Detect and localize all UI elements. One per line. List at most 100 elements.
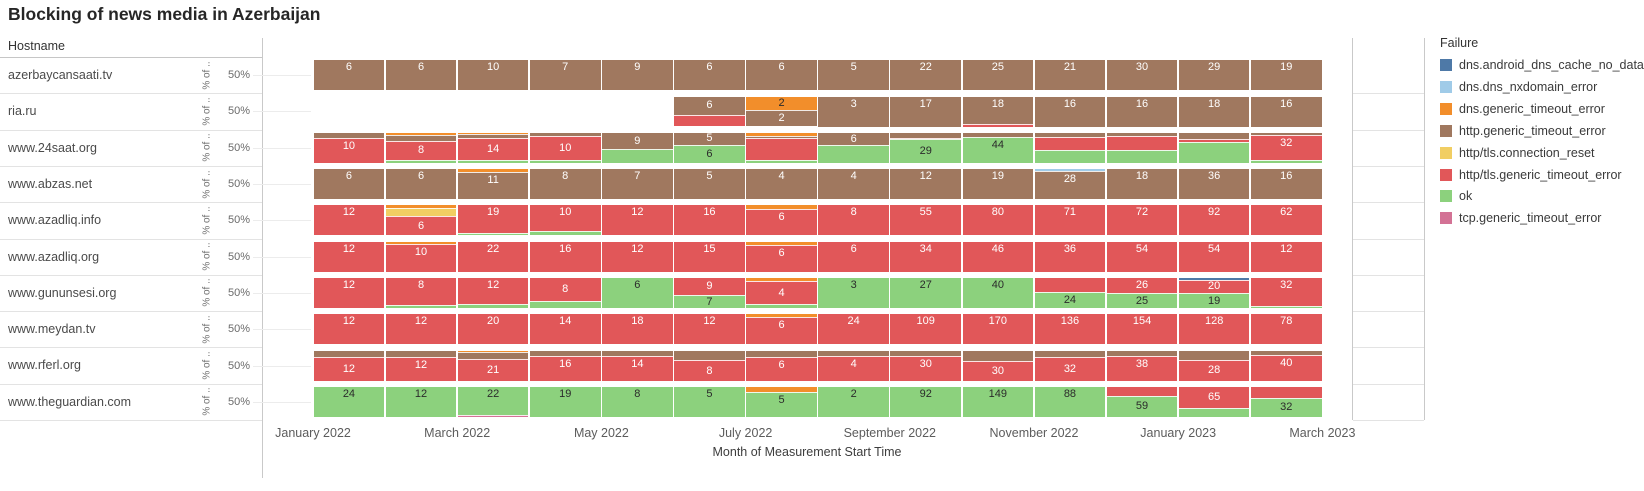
bar-segment[interactable]: 36 <box>1178 169 1250 200</box>
bar-segment[interactable]: 19 <box>529 386 601 417</box>
bar-segment[interactable] <box>1250 305 1322 308</box>
bar-segment[interactable] <box>746 205 817 209</box>
bar-segment[interactable] <box>1106 386 1178 396</box>
bar-segment[interactable]: 6 <box>313 169 385 200</box>
bar-segment[interactable]: 30 <box>890 355 962 381</box>
bar-segment[interactable]: 22 <box>890 60 962 91</box>
bar-segment[interactable]: 26 <box>1106 278 1178 293</box>
bar-segment[interactable] <box>1034 149 1106 163</box>
bar-segment[interactable]: 8 <box>529 278 601 301</box>
bar-segment[interactable] <box>890 350 962 356</box>
bar-segment[interactable] <box>1034 169 1106 172</box>
bar-segment[interactable] <box>1250 160 1322 163</box>
bar-segment[interactable]: 12 <box>602 241 673 272</box>
bar-segment[interactable] <box>313 132 385 139</box>
bar-segment[interactable] <box>457 352 529 359</box>
bar-segment[interactable] <box>1034 137 1106 150</box>
bar-segment[interactable]: 4 <box>818 355 889 381</box>
bar-segment[interactable]: 22 <box>457 386 529 416</box>
bar-segment[interactable] <box>962 350 1034 362</box>
bar-segment[interactable]: 12 <box>890 169 962 200</box>
bar-segment[interactable] <box>818 145 889 163</box>
bar-segment[interactable]: 18 <box>962 96 1034 124</box>
bar-segment[interactable] <box>1178 408 1250 417</box>
bar-segment[interactable] <box>457 132 529 134</box>
bar-segment[interactable] <box>602 149 673 163</box>
legend-item[interactable]: dns.dns_nxdomain_error <box>1440 79 1597 95</box>
bar-segment[interactable]: 40 <box>962 278 1034 308</box>
bar-segment[interactable] <box>313 350 385 358</box>
bar-segment[interactable]: 32 <box>1250 278 1322 306</box>
bar-segment[interactable] <box>1178 141 1250 163</box>
bar-segment[interactable]: 18 <box>602 314 673 345</box>
bar-segment[interactable] <box>962 132 1034 137</box>
bar-segment[interactable]: 88 <box>1034 386 1106 417</box>
bar-segment[interactable]: 29 <box>890 139 962 163</box>
bar-segment[interactable]: 92 <box>890 386 962 417</box>
bar-segment[interactable] <box>385 350 457 357</box>
bar-segment[interactable]: 25 <box>1106 293 1178 308</box>
bar-segment[interactable] <box>674 115 745 127</box>
bar-segment[interactable]: 24 <box>818 314 889 345</box>
bar-segment[interactable]: 18 <box>1178 96 1250 127</box>
bar-segment[interactable]: 6 <box>746 356 817 381</box>
bar-segment[interactable] <box>746 350 817 357</box>
bar-segment[interactable]: 3 <box>818 96 889 127</box>
bar-segment[interactable]: 8 <box>818 205 889 236</box>
bar-segment[interactable]: 55 <box>890 205 962 236</box>
bar-segment[interactable]: 14 <box>529 314 601 345</box>
bar-segment[interactable]: 9 <box>674 278 745 296</box>
bar-segment[interactable]: 6 <box>385 60 457 91</box>
bar-segment[interactable]: 12 <box>602 205 673 236</box>
bar-segment[interactable]: 12 <box>674 314 745 345</box>
bar-segment[interactable]: 6 <box>746 317 817 345</box>
bar-segment[interactable]: 6 <box>674 60 745 91</box>
bar-segment[interactable] <box>602 350 673 356</box>
bar-segment[interactable]: 16 <box>674 205 745 236</box>
bar-segment[interactable]: 154 <box>1106 314 1178 345</box>
bar-segment[interactable]: 30 <box>1106 60 1178 91</box>
bar-segment[interactable] <box>529 300 601 308</box>
bar-segment[interactable] <box>385 205 457 209</box>
bar-segment[interactable]: 7 <box>602 169 673 200</box>
bar-segment[interactable]: 92 <box>1178 205 1250 236</box>
bar-segment[interactable] <box>457 169 529 173</box>
bar-segment[interactable]: 30 <box>962 361 1034 381</box>
bar-segment[interactable]: 4 <box>818 169 889 200</box>
bar-segment[interactable]: 12 <box>313 357 385 381</box>
legend-item[interactable]: tcp.generic_timeout_error <box>1440 210 1601 226</box>
bar-segment[interactable]: 15 <box>674 241 745 272</box>
bar-segment[interactable]: 21 <box>1034 60 1106 91</box>
bar-segment[interactable]: 46 <box>962 241 1034 272</box>
bar-segment[interactable]: 22 <box>457 241 529 272</box>
bar-segment[interactable] <box>457 133 529 138</box>
bar-segment[interactable] <box>457 304 529 308</box>
bar-segment[interactable]: 6 <box>385 169 457 200</box>
bar-segment[interactable]: 10 <box>385 244 457 272</box>
bar-segment[interactable] <box>746 136 817 139</box>
bar-segment[interactable]: 40 <box>1250 354 1322 381</box>
bar-segment[interactable]: 16 <box>1106 96 1178 127</box>
bar-segment[interactable]: 62 <box>1250 205 1322 236</box>
bar-segment[interactable]: 9 <box>602 132 673 150</box>
bar-segment[interactable]: 16 <box>1034 96 1106 127</box>
bar-segment[interactable]: 19 <box>1250 60 1322 91</box>
bar-segment[interactable]: 12 <box>313 278 385 308</box>
bar-segment[interactable]: 5 <box>818 60 889 91</box>
bar-segment[interactable]: 72 <box>1106 205 1178 236</box>
bar-segment[interactable]: 7 <box>674 295 745 308</box>
bar-segment[interactable] <box>818 350 889 356</box>
bar-segment[interactable] <box>1106 350 1178 356</box>
bar-segment[interactable]: 6 <box>818 132 889 146</box>
bar-segment[interactable]: 6 <box>602 278 673 308</box>
bar-segment[interactable]: 27 <box>890 278 962 308</box>
bar-segment[interactable]: 20 <box>457 314 529 345</box>
bar-segment[interactable]: 2 <box>818 386 889 417</box>
bar-segment[interactable] <box>746 241 817 245</box>
bar-segment[interactable]: 19 <box>1178 293 1250 308</box>
bar-segment[interactable] <box>746 314 817 318</box>
bar-segment[interactable]: 12 <box>385 356 457 381</box>
bar-segment[interactable]: 16 <box>529 355 601 381</box>
bar-segment[interactable]: 25 <box>962 60 1034 91</box>
bar-segment[interactable]: 128 <box>1178 314 1250 345</box>
